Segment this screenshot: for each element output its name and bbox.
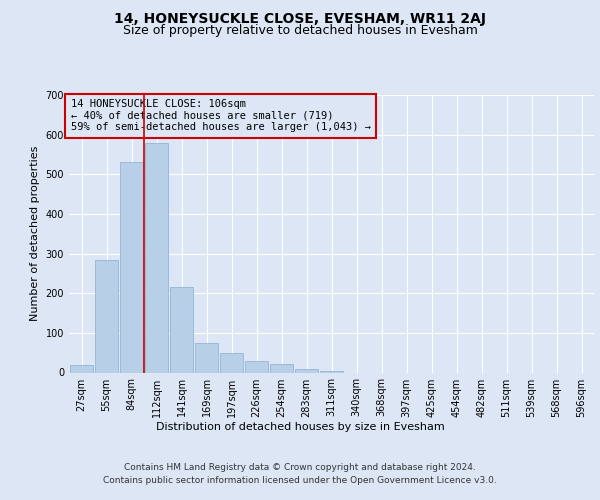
Text: 14 HONEYSUCKLE CLOSE: 106sqm
← 40% of detached houses are smaller (719)
59% of s: 14 HONEYSUCKLE CLOSE: 106sqm ← 40% of de… [71, 99, 371, 132]
Bar [170, 288, 193, 372]
Bar [320, 370, 343, 372]
Bar [220, 354, 243, 372]
Bar [70, 366, 93, 372]
Bar [270, 364, 293, 372]
Bar [95, 260, 118, 372]
Y-axis label: Number of detached properties: Number of detached properties [30, 146, 40, 322]
Text: 14, HONEYSUCKLE CLOSE, EVESHAM, WR11 2AJ: 14, HONEYSUCKLE CLOSE, EVESHAM, WR11 2AJ [114, 12, 486, 26]
Bar [245, 360, 268, 372]
Bar [295, 368, 318, 372]
Bar [195, 343, 218, 372]
Text: Contains public sector information licensed under the Open Government Licence v3: Contains public sector information licen… [103, 476, 497, 485]
Bar [145, 142, 168, 372]
Text: Contains HM Land Registry data © Crown copyright and database right 2024.: Contains HM Land Registry data © Crown c… [124, 462, 476, 471]
Bar [120, 162, 143, 372]
Text: Distribution of detached houses by size in Evesham: Distribution of detached houses by size … [155, 422, 445, 432]
Text: Size of property relative to detached houses in Evesham: Size of property relative to detached ho… [122, 24, 478, 37]
